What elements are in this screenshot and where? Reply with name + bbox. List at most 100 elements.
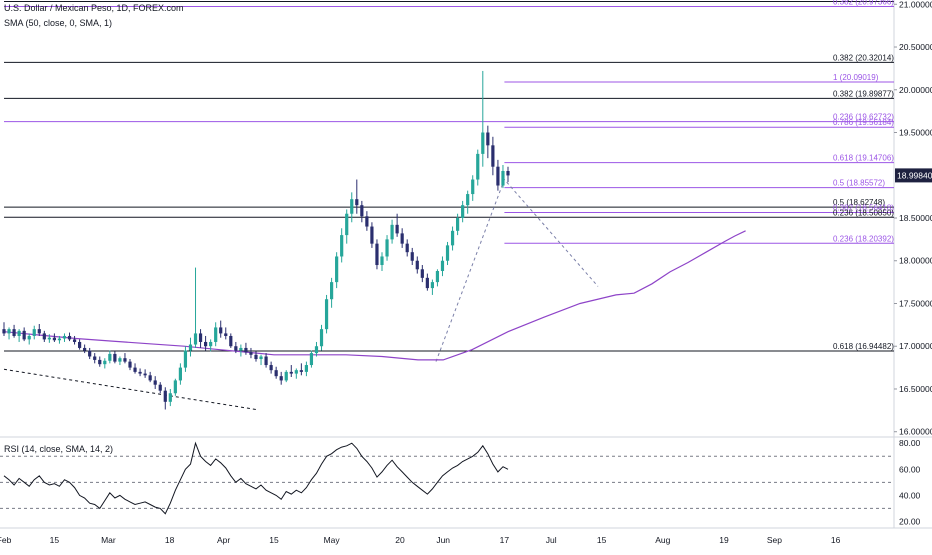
candle <box>12 324 16 338</box>
candle <box>335 252 339 289</box>
rsi-tick-label: 80.00 <box>899 438 921 448</box>
candle-body <box>264 356 268 366</box>
sma-50-line <box>3 230 746 361</box>
candle <box>249 347 253 359</box>
candle <box>98 356 102 367</box>
y-tick-label: 19.50000 <box>899 128 932 138</box>
fib-level-label: 0.5 (18.85572) <box>833 179 885 188</box>
candle-body <box>168 393 172 402</box>
candle <box>375 239 379 270</box>
x-tick-label: 15 <box>269 535 279 545</box>
candle-body <box>420 269 424 278</box>
candle <box>486 125 490 159</box>
candle <box>445 241 450 266</box>
candle <box>7 327 11 340</box>
x-tick-label: Mar <box>101 535 116 545</box>
x-tick-label: 15 <box>597 535 607 545</box>
candle <box>274 366 278 379</box>
y-tick-label: 21.00000 <box>899 0 932 9</box>
sma-indicator-label: SMA (50, close, 0, SMA, 1) <box>4 18 113 28</box>
candle-body <box>183 350 188 368</box>
candle-body <box>254 354 258 360</box>
candle <box>234 341 238 354</box>
candle-body <box>153 380 157 385</box>
fib-level-label: 0.5 (18.62748) <box>833 198 885 207</box>
candle <box>214 322 218 347</box>
candle <box>355 179 359 214</box>
candle-body <box>309 353 314 366</box>
candle-body <box>47 337 51 340</box>
candle-body <box>380 256 384 266</box>
candle-body <box>491 145 495 167</box>
x-tick-label: 15 <box>50 535 60 545</box>
candle-body <box>324 299 329 330</box>
candle-body <box>259 356 263 360</box>
candle <box>72 335 77 345</box>
fib-level-label: 0.382 (20.32014) <box>833 53 894 62</box>
candle-body <box>229 335 233 347</box>
candle-body <box>123 358 127 362</box>
candle-body <box>2 329 6 334</box>
candle-body <box>415 260 419 270</box>
candle <box>360 200 364 223</box>
candle-body <box>57 338 62 341</box>
candle-body <box>425 277 429 289</box>
y-tick-label: 16.50000 <box>899 384 932 394</box>
rsi-indicator-label: RSI (14, close, SMA, 14, 2) <box>4 444 114 454</box>
candle <box>319 324 324 351</box>
candle-body <box>103 360 107 365</box>
candle-body <box>350 199 354 214</box>
candle <box>425 273 429 291</box>
candle <box>229 333 233 348</box>
candle-body <box>476 153 480 180</box>
fib-level-label: 0.236 (18.20392) <box>833 234 894 243</box>
candle <box>259 354 263 366</box>
candle-body <box>269 365 273 371</box>
candle-body <box>345 213 349 236</box>
candle-body <box>118 358 122 362</box>
candle-body <box>72 339 77 342</box>
candle-body <box>440 260 445 272</box>
candle <box>163 387 167 410</box>
candle-body <box>244 347 248 353</box>
candle <box>17 329 21 342</box>
fib-level-label: 0.618 (16.94482) <box>833 342 894 351</box>
candle <box>264 353 268 368</box>
x-tick-label: 17 <box>500 535 510 545</box>
candle <box>279 371 283 385</box>
candle-body <box>294 370 298 374</box>
candle <box>330 277 334 308</box>
candle <box>133 363 137 374</box>
candle <box>193 267 198 348</box>
candle-body <box>390 224 394 240</box>
x-tick-label: 20 <box>395 535 405 545</box>
candle-body <box>506 170 510 176</box>
candle <box>143 369 147 378</box>
candle-body <box>17 330 21 336</box>
candle <box>415 256 419 274</box>
candle-body <box>299 370 303 372</box>
candle-body <box>163 390 167 402</box>
fib-level-label: 1 (20.09019) <box>833 73 879 82</box>
fib-level-label: 0.382 (18.56418) <box>833 204 894 213</box>
last-price-label: 18.99840 <box>897 170 932 180</box>
fib-level-label: 0.382 (19.89877) <box>833 89 894 98</box>
candle-body <box>219 327 223 334</box>
candle-body <box>461 205 465 218</box>
candle <box>481 70 485 167</box>
candle <box>37 324 41 336</box>
candle-body <box>133 367 137 372</box>
candle-body <box>209 341 213 347</box>
candle <box>380 252 384 272</box>
candle-body <box>52 337 56 341</box>
candle <box>188 337 193 357</box>
candle <box>456 213 460 236</box>
x-tick-label: Aug <box>655 535 670 545</box>
x-tick-label: Jun <box>436 535 450 545</box>
candle <box>420 265 424 283</box>
candle <box>138 368 142 377</box>
candle-body <box>335 256 339 283</box>
candle <box>304 361 308 377</box>
